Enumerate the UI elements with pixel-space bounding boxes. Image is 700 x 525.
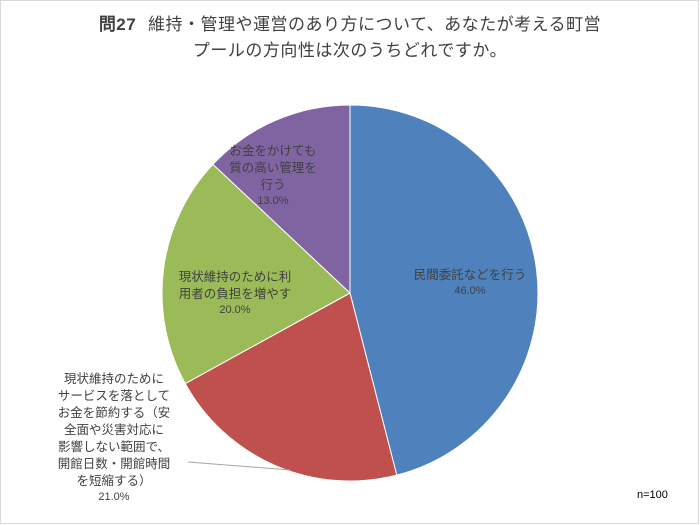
slice-high-quality [212,104,351,295]
slice-label-outsourcing: 民間委託などを行う 46.0% [413,267,527,297]
pie-slices [161,104,539,482]
title-text-1: 維持・管理や運営のあり方について、あなたが考える町営 [148,15,602,35]
slice-label-reduce-service: 現状維持のために サービスを落として お金を節約する（安 全面や災害対応に 影響… [57,371,171,503]
question-number: 問27 [98,15,137,34]
title-line-2: プールの方向性は次のうちどれですか。 [192,41,508,61]
chart-title: 問27 維持・管理や運営のあり方について、あなたが考える町営 プールの方向性は次… [0,12,700,64]
slice-label-high-quality: お金をかけても 質の高い管理を 行う 13.0% [229,143,317,207]
slice-label-raise-fees: 現状維持のために利 用者の負担を増やす 20.0% [178,269,292,316]
slice-reduce-service [184,292,398,482]
slice-raise-fees [161,163,351,385]
slice-outsourcing [349,104,539,476]
title-line-1: 問27 維持・管理や運営のあり方について、あなたが考える町営 [0,12,700,38]
leader-line [187,461,291,471]
sample-size: n=100 [637,489,668,501]
